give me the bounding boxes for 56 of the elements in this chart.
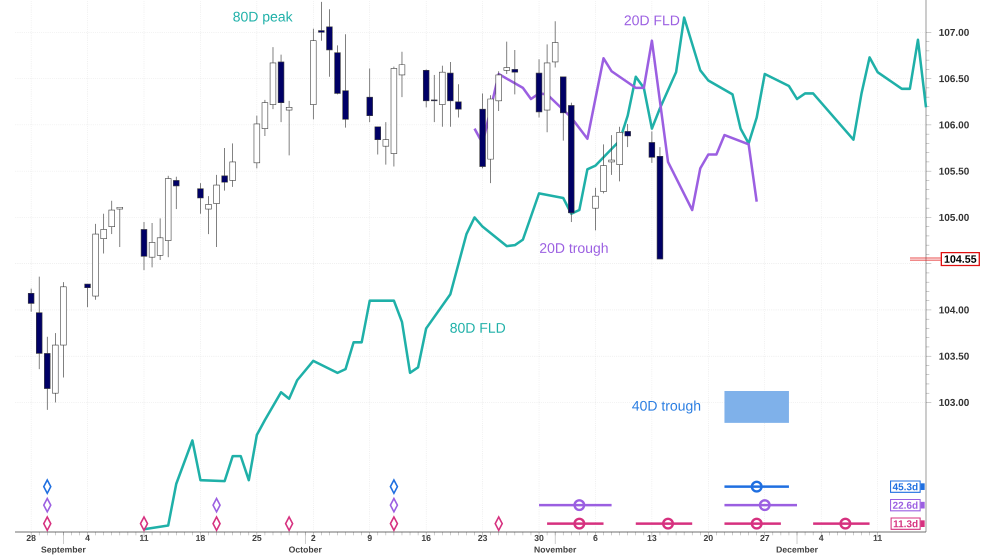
x-tick-label: 27 — [760, 534, 770, 541]
annotation: 80D FLD — [450, 322, 506, 333]
candlestick — [213, 174, 220, 248]
candlestick — [28, 288, 34, 312]
x-tick-label: 16 — [422, 534, 431, 542]
band-label: 40D trough — [632, 400, 700, 414]
annotation: 20D trough — [540, 242, 608, 256]
candlestick — [197, 182, 204, 214]
x-tick-label: 30 — [534, 534, 544, 542]
candlestick — [455, 84, 462, 118]
candlestick — [108, 200, 115, 234]
x2-tick-label: September — [41, 546, 86, 554]
x2-tick-label: November — [534, 546, 576, 553]
x-tick-label: 2 — [311, 534, 316, 541]
y-tick-label: 106.50 — [939, 75, 969, 82]
y-tick-label: 103.50 — [939, 352, 969, 360]
x-tick-label: 4 — [818, 534, 824, 541]
x-tick-label: 4 — [85, 534, 90, 541]
annotation: 80D peak — [233, 11, 293, 24]
y-tick-label: 106.00 — [939, 121, 969, 128]
y-tick-label: 105.50 — [939, 168, 969, 175]
point — [662, 518, 674, 530]
y-tick-label: 103.00 — [939, 398, 969, 406]
point — [758, 499, 771, 512]
point — [839, 518, 852, 530]
x-tick-label: 18 — [196, 534, 205, 542]
y-tick-label: 104.00 — [939, 306, 969, 314]
x-tick-label: 9 — [368, 534, 372, 542]
x-tick-label: 23 — [478, 534, 488, 542]
ref-line-label: 104.55 — [944, 255, 976, 263]
candlestick — [366, 68, 373, 122]
candlestick — [286, 100, 292, 156]
legend-label: 11.3d — [894, 520, 918, 528]
point — [573, 518, 586, 530]
point — [750, 518, 763, 530]
x-tick-label: 11 — [874, 534, 882, 541]
candlestick — [552, 20, 558, 68]
x-tick-label: 28 — [26, 534, 36, 542]
x-tick-label: 25 — [252, 534, 262, 542]
x-tick-label: 20 — [704, 534, 713, 542]
candlestick — [398, 51, 406, 98]
legend-label: 22.6d — [892, 501, 918, 509]
point — [573, 499, 586, 512]
point — [750, 480, 763, 493]
candlestick — [592, 187, 599, 231]
candlestick — [205, 196, 212, 234]
y-tick-label: 107.00 — [939, 28, 969, 36]
x-tick-label: 13 — [648, 534, 656, 542]
annotation: 20D FLD — [624, 15, 680, 26]
candlestick — [116, 206, 124, 248]
x-tick-label: 11 — [140, 534, 148, 541]
legend-label: 45.3d — [892, 482, 918, 490]
x-tick-label: 6 — [593, 534, 598, 542]
y-tick-label: 105.00 — [939, 214, 969, 221]
x2-tick-label: December — [776, 546, 818, 553]
x2-tick-label: October — [288, 546, 322, 553]
